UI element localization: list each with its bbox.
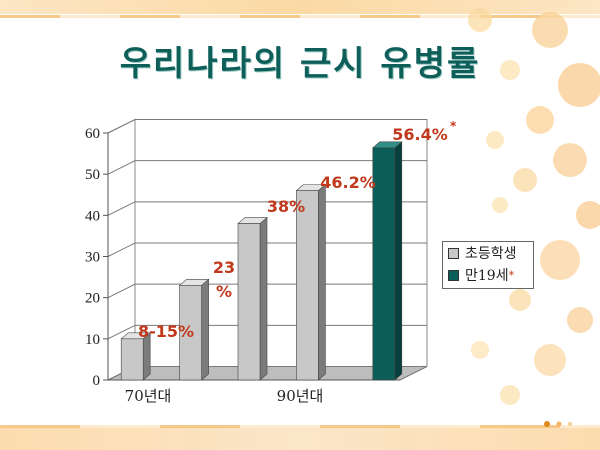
legend-item-series2: 만19세 * — [443, 264, 533, 286]
data-label: 56.4% — [392, 125, 448, 144]
legend-footnote-mark: * — [508, 268, 515, 282]
bar-series2-1-side — [394, 141, 403, 381]
bar-series1-4 — [296, 190, 319, 381]
gridline — [107, 119, 427, 134]
chart-title: 우리나라의 근시 유병률 — [119, 44, 481, 84]
chart-legend: 초등학생 만19세 * — [442, 241, 534, 289]
data-label: 46.2% — [320, 173, 376, 192]
data-label: % — [216, 282, 232, 301]
x-category-label: 90년대 — [277, 387, 324, 405]
legend-label-series1: 초등학생 — [465, 246, 517, 262]
y-tick-label: 60 — [85, 126, 100, 142]
data-label: 23 — [213, 258, 235, 277]
page-dots — [542, 414, 582, 427]
gridline — [107, 242, 427, 257]
y-tick-label: 20 — [85, 291, 100, 307]
bar-series1-4-side — [318, 183, 326, 381]
gridline — [107, 283, 427, 299]
bar-series2-1 — [372, 147, 396, 381]
data-label: 8-15% — [138, 322, 194, 341]
top-decorative-band — [0, 0, 600, 18]
y-tick-label: 50 — [85, 167, 100, 183]
y-tick-label: 40 — [85, 208, 100, 224]
x-category-label: 70년대 — [125, 387, 172, 405]
bottom-decorative-band — [0, 428, 600, 450]
gridline — [107, 324, 427, 340]
legend-swatch-series2 — [448, 269, 459, 281]
legend-label-series2: 만19세 — [465, 268, 509, 284]
bar-series1-3 — [237, 223, 261, 381]
legend-item-series1: 초등학생 — [443, 242, 533, 264]
bar-series1-1 — [120, 338, 144, 381]
y-tick-label: 30 — [85, 250, 100, 266]
bar-series1-2-side — [201, 278, 209, 381]
bar-series1-3-side — [259, 216, 268, 381]
y-tick-label: 10 — [85, 332, 100, 348]
gridline — [107, 201, 427, 216]
bokeh-decoration — [468, 8, 600, 405]
gridline — [107, 160, 427, 175]
data-label-footnote-mark: * — [450, 119, 457, 133]
bar-series1-2 — [179, 285, 202, 381]
y-tick-label: 0 — [93, 373, 101, 389]
bottom-decorative-line — [0, 425, 600, 428]
legend-swatch-series1 — [448, 247, 459, 259]
data-label: 38% — [267, 197, 305, 216]
